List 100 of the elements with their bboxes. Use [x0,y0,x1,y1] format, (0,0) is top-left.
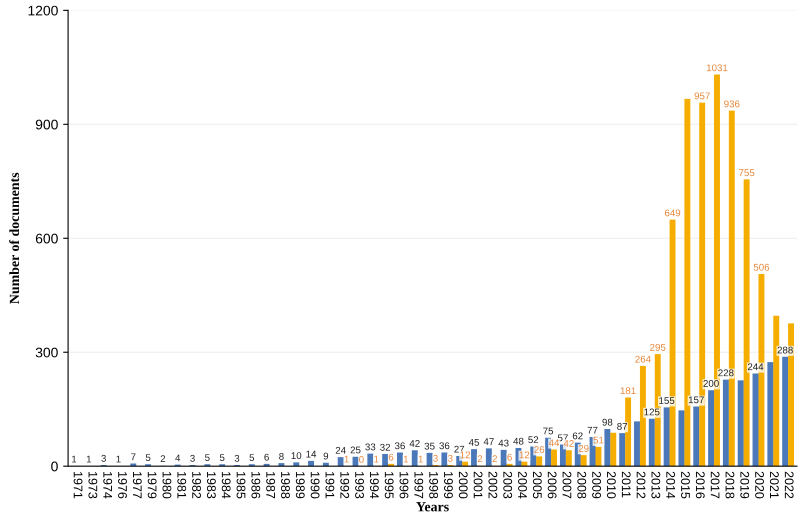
data-label: 77 [588,426,598,434]
x-tick-label: 2004 [518,472,527,499]
x-tick-label: 1989 [296,472,305,498]
data-label: 51 [593,436,604,444]
x-tick-label: 2013 [651,472,660,498]
data-label: 1 [374,456,378,462]
x-tick-label: 1985 [236,472,246,498]
x-tick-label: 2017 [710,472,720,498]
data-label: 48 [513,438,524,445]
x-tick-label: 1993 [355,472,364,498]
data-label: 29 [578,444,589,452]
x-tick-label: 2020 [755,472,764,498]
data-label: 26 [534,446,544,454]
x-tick-label: 1981 [177,472,186,498]
x-tick-label: 1976 [118,472,127,498]
data-label: 87 [617,422,628,430]
x-tick-label: 2015 [681,472,690,498]
x-axis-title: Years [416,502,449,512]
x-tick-label: 2009 [592,472,602,498]
data-label: 1 [116,456,121,462]
data-label: 5 [220,454,224,461]
data-label: 27 [454,446,464,453]
data-label: 200 [703,380,719,387]
x-tick-label: 2021 [770,472,779,498]
data-label: 649 [664,209,680,216]
data-label: 2 [478,455,482,462]
x-tick-label: 1995 [384,472,394,498]
data-label: 6 [507,454,512,461]
x-tick-label: 2003 [503,472,512,498]
data-label: 1031 [706,64,728,72]
y-tick-label: 1200 [28,6,58,16]
x-tick-label: 1971 [74,472,82,498]
data-label: 1 [72,456,76,462]
data-label: 32 [380,444,390,451]
x-tick-label: 2005 [532,472,542,498]
data-label: 3 [448,454,453,462]
y-tick-label: 0 [51,462,58,472]
x-tick-label: 1974 [103,472,112,499]
x-tick-label: 1997 [414,472,424,498]
data-label: 2 [160,455,166,462]
y-tick-label: 600 [36,234,58,244]
data-label: 228 [718,369,734,376]
data-label: 36 [439,442,450,450]
x-tick-label: 2006 [548,472,557,498]
x-tick-label: 1999 [444,472,453,498]
data-label: 6 [264,454,269,461]
data-label: 1 [86,456,92,462]
data-label: 25 [350,446,360,454]
x-tick-label: 1994 [370,472,379,499]
data-label: 98 [602,418,612,426]
x-tick-label: 2016 [696,472,705,498]
x-tick-label: 2008 [577,472,586,498]
data-label: 755 [739,169,754,176]
data-label: 181 [620,387,636,394]
data-label: 3 [101,454,106,462]
data-label: 244 [748,363,764,370]
x-tick-label: 1980 [162,472,172,498]
data-label: 3 [234,454,240,462]
data-label: 43 [498,440,509,447]
x-tick-label: 2007 [562,472,572,498]
x-tick-label: 2002 [488,472,498,498]
x-tick-label: 2012 [636,472,646,498]
data-label: 8 [279,452,284,460]
data-label: 1 [404,456,408,462]
data-label: 12 [520,451,530,458]
data-label: 157 [688,396,704,404]
y-axis-title: Number of documents [9,172,20,304]
x-tick-label: 1984 [222,472,231,499]
data-label: 295 [650,344,666,351]
data-label: 57 [558,434,568,442]
x-tick-label: 2001 [474,472,482,498]
data-label: 10 [292,452,302,460]
data-label: 5 [146,454,150,461]
x-tick-label: 1983 [206,472,216,498]
data-label: 125 [644,408,660,416]
data-label: 2 [492,455,497,462]
data-label: 288 [778,346,793,354]
x-tick-label: 2022 [784,472,794,498]
data-label: 6 [388,454,394,461]
x-tick-label: 1998 [429,472,438,498]
data-label: 12 [460,451,470,458]
x-tick-label: 1979 [148,472,157,498]
data-label: 35 [424,442,435,450]
data-label: 5 [249,454,254,461]
data-label: 52 [528,436,538,444]
data-label: 45 [468,439,480,446]
data-label: 24 [336,446,346,454]
data-label: 42 [410,440,420,447]
data-label: 3 [190,454,195,462]
data-label: 957 [694,92,710,100]
x-tick-label: 1973 [88,472,98,498]
data-label: 155 [659,397,674,404]
data-label: 75 [543,428,554,434]
x-tick-label: 1986 [251,472,260,498]
data-label: 3 [433,454,438,462]
data-label: 264 [635,356,651,363]
x-tick-label: 1987 [266,472,276,498]
x-tick-label: 1977 [132,472,142,498]
data-label: 33 [365,443,376,450]
y-tick-label: 300 [36,348,58,358]
